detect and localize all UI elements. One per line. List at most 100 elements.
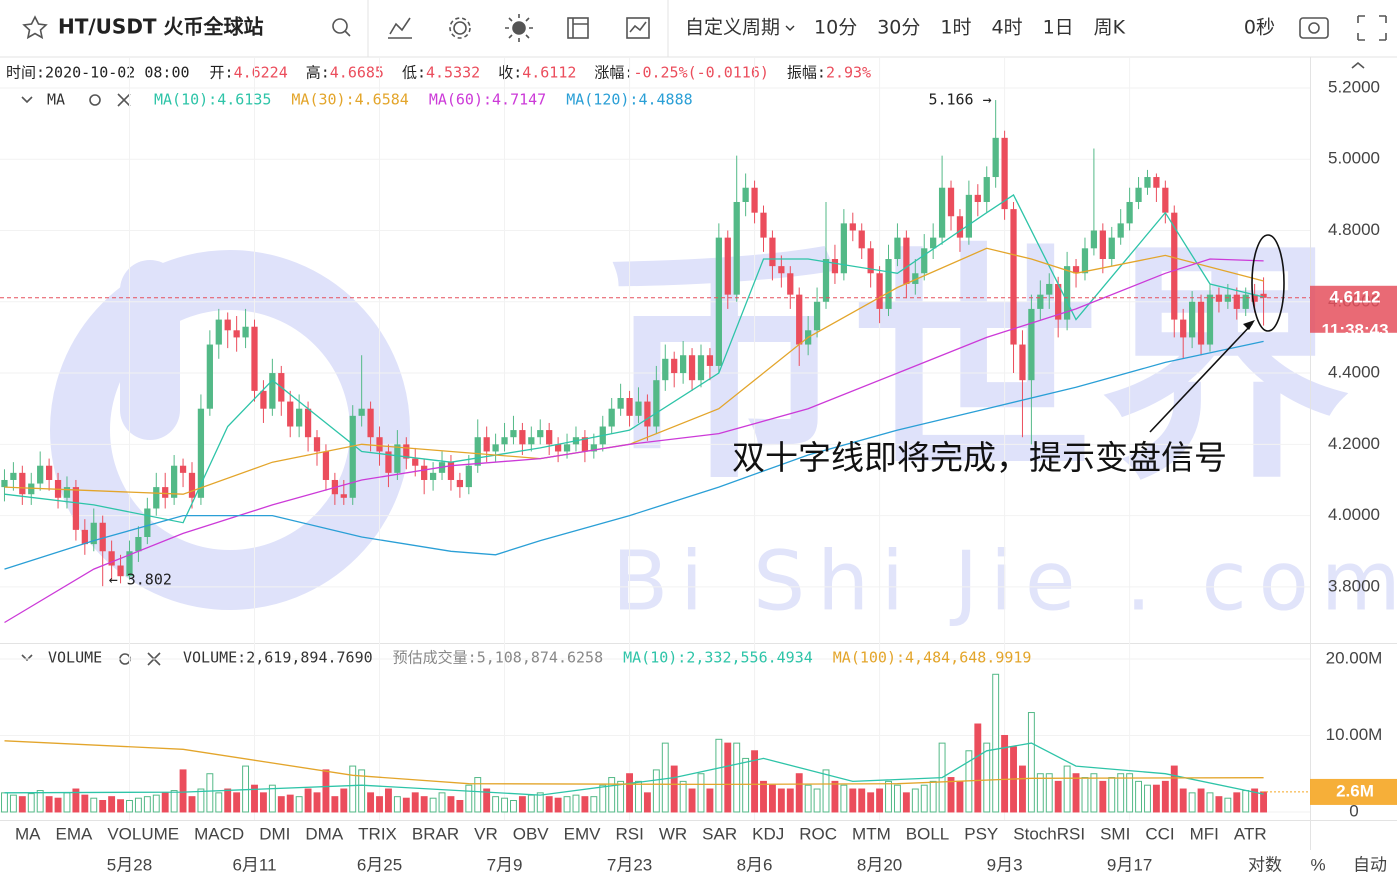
info-label: 振幅: <box>787 64 826 82</box>
period-option[interactable]: 1日 <box>1043 17 1074 39</box>
volume-bar <box>465 784 473 813</box>
indicator-tab[interactable]: ATR <box>1234 824 1267 843</box>
indicator-tab[interactable]: CCI <box>1145 824 1174 843</box>
volume-bar <box>393 796 401 813</box>
price-annotation: 5.166 → <box>928 91 991 109</box>
indicator-tab[interactable]: OBV <box>513 824 550 843</box>
period-option[interactable]: 30分 <box>877 17 920 39</box>
settings-icon[interactable] <box>453 21 467 35</box>
legend-entry: MA(100):4,484,648.9919 <box>833 649 1032 667</box>
collapse-icon[interactable] <box>21 96 33 662</box>
fullscreen-icon[interactable] <box>1357 15 1387 41</box>
volume-bar <box>1063 765 1071 813</box>
indicator-tab[interactable]: MFI <box>1190 824 1219 843</box>
indicator-tab[interactable]: EMV <box>564 824 602 843</box>
volume-bar <box>27 793 35 813</box>
volume-bar <box>1001 734 1009 813</box>
candle-body <box>1010 209 1017 345</box>
volume-bar <box>349 765 357 813</box>
indicator-tab[interactable]: TRIX <box>358 824 397 843</box>
candle-body <box>787 273 794 295</box>
indicator-tab[interactable]: SMI <box>1100 824 1130 843</box>
volume-bar <box>492 796 500 813</box>
candle-body <box>1206 294 1214 345</box>
volume-bar <box>206 773 214 813</box>
x-tick-label: 6月11 <box>232 855 276 874</box>
candle-body <box>608 408 615 427</box>
ma-line <box>4 340 1264 570</box>
candle-body <box>215 319 222 345</box>
volume-bar <box>438 792 446 813</box>
candle-body <box>1153 177 1160 188</box>
indicator-tab[interactable]: MA <box>15 824 41 843</box>
indicator-tab[interactable]: MACD <box>194 824 244 843</box>
candle-body <box>206 344 213 409</box>
indicator-tab[interactable]: BRAR <box>412 824 459 843</box>
volume-bar <box>920 784 928 813</box>
info-label: 高: <box>306 64 330 82</box>
candle-body <box>974 194 981 202</box>
indicator-tab[interactable]: StochRSI <box>1013 824 1085 843</box>
volume-bar <box>661 742 669 813</box>
ma-remove-icon[interactable] <box>117 93 131 107</box>
candle-body <box>403 444 410 459</box>
legend-entry: MA(60):4.7147 <box>429 91 546 109</box>
period-option[interactable]: 1时 <box>940 17 971 39</box>
volume-bar <box>1161 780 1169 813</box>
candle-body <box>796 294 803 345</box>
indicator-tab[interactable]: VOLUME <box>107 824 179 843</box>
indicator-icon[interactable] <box>388 17 412 39</box>
volume-bar <box>1233 792 1241 813</box>
indicator-tab[interactable]: DMA <box>305 824 343 843</box>
volume-bar <box>402 797 410 813</box>
candle-body <box>394 444 401 473</box>
indicator-tab[interactable]: ROC <box>799 824 837 843</box>
period-option[interactable]: 自定义周期 <box>685 17 780 39</box>
layout-icon[interactable] <box>567 17 589 39</box>
candle-body <box>242 326 249 338</box>
theme-icon[interactable] <box>512 21 526 35</box>
symbol-title[interactable]: HT/USDT 火币全球站 <box>58 15 264 39</box>
candle-body <box>1019 344 1026 381</box>
indicator-tab[interactable]: SAR <box>702 824 737 843</box>
indicator-tab[interactable]: DMI <box>259 824 290 843</box>
compare-icon[interactable] <box>626 17 650 39</box>
candle-body <box>1197 301 1205 345</box>
candle-body <box>117 565 124 577</box>
period-option[interactable]: 4时 <box>991 17 1022 39</box>
candle-body <box>63 487 71 498</box>
period-option[interactable]: 10分 <box>814 17 857 39</box>
favorite-icon[interactable] <box>22 15 48 40</box>
indicator-tab[interactable]: WR <box>659 824 687 843</box>
plot-layer: HT/USDT 火币全球站 自定义周期 10分 30分 1时 4时 1日 周K 0秒时间:202… <box>0 15 1397 874</box>
indicator-tab[interactable]: EMA <box>56 824 94 843</box>
scroll-up-icon[interactable] <box>1351 61 1365 69</box>
indicator-tab[interactable]: PSY <box>964 824 998 843</box>
info-value: 4.6224 <box>234 64 288 82</box>
axis-option[interactable]: 自动 <box>1353 855 1387 874</box>
candle-body <box>662 358 669 381</box>
volume-bar <box>715 738 723 813</box>
volume-bar <box>983 742 991 813</box>
volume-bar <box>1224 797 1232 813</box>
volume-bar <box>259 792 267 813</box>
volume-bar <box>72 788 80 813</box>
axis-option[interactable]: % <box>1310 855 1325 874</box>
indicator-tab[interactable]: VR <box>474 824 498 843</box>
info-value: -0.25%(-0.0116) <box>633 64 768 82</box>
ma-line <box>4 247 1264 495</box>
volume-bar <box>777 788 785 813</box>
indicator-tab[interactable]: KDJ <box>752 824 784 843</box>
indicator-tab[interactable]: BOLL <box>906 824 949 843</box>
indicator-tab[interactable]: RSI <box>616 824 644 843</box>
volume-bar <box>179 769 187 813</box>
axis-option[interactable]: 对数 <box>1248 855 1282 874</box>
period-option[interactable]: 周K <box>1094 17 1126 39</box>
screenshot-icon[interactable] <box>1299 17 1329 39</box>
annotation-note: 双十字线即将完成，提示变盘信号 <box>732 438 1227 477</box>
ma-settings-icon[interactable] <box>89 94 101 106</box>
volume-bar <box>126 799 133 813</box>
search-icon[interactable] <box>332 18 348 34</box>
indicator-tab[interactable]: MTM <box>852 824 891 843</box>
